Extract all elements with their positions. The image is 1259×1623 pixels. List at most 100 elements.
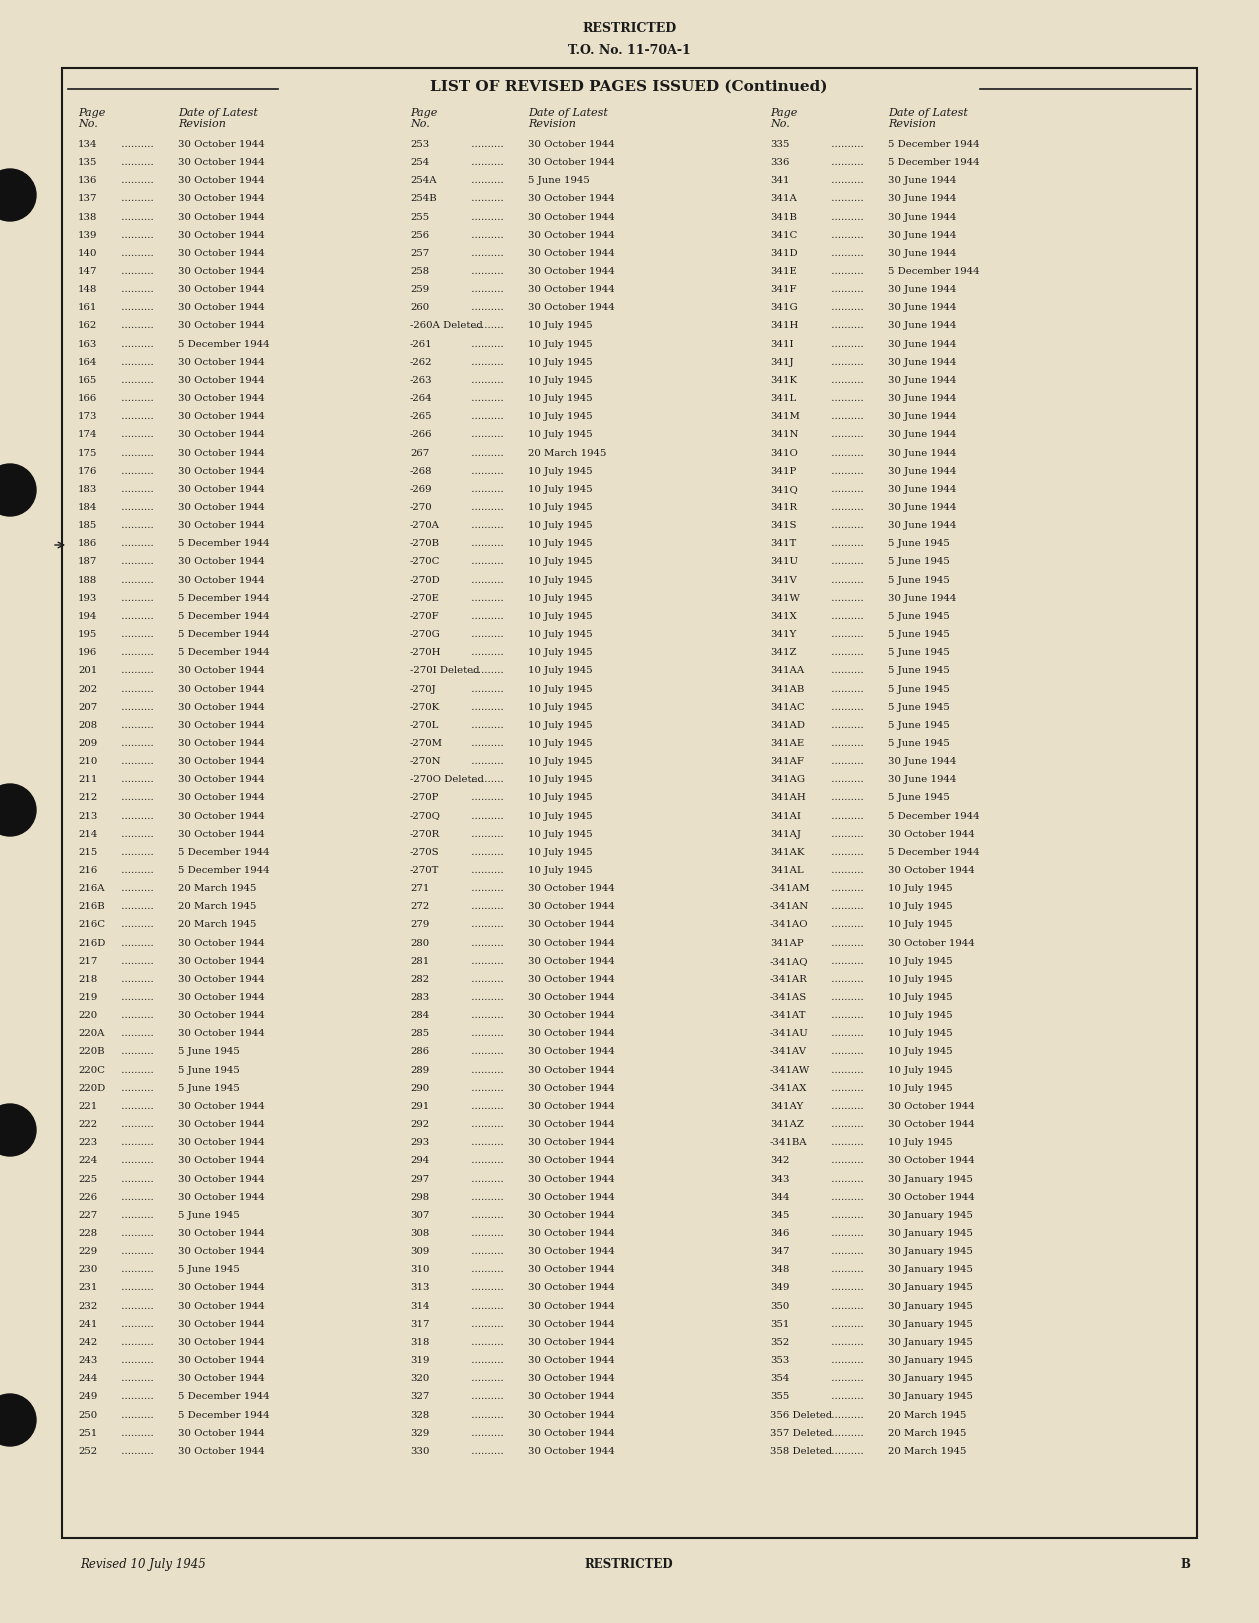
- Text: ..........: ..........: [468, 885, 504, 893]
- Text: -341AO: -341AO: [771, 920, 808, 930]
- Text: ..........: ..........: [828, 557, 864, 566]
- Text: 220: 220: [78, 1011, 97, 1021]
- Text: ..........: ..........: [468, 1337, 504, 1347]
- Text: 140: 140: [78, 248, 97, 258]
- Text: 176: 176: [78, 467, 97, 476]
- Text: -270A: -270A: [410, 521, 439, 531]
- Text: ..........: ..........: [468, 776, 504, 784]
- Text: ..........: ..........: [828, 503, 864, 511]
- Text: 10 July 1945: 10 July 1945: [528, 685, 593, 693]
- Text: 165: 165: [78, 377, 97, 385]
- Text: 30 October 1944: 30 October 1944: [528, 213, 614, 222]
- Text: 30 October 1944: 30 October 1944: [528, 1266, 614, 1274]
- Text: ..........: ..........: [828, 1337, 864, 1347]
- Text: 227: 227: [78, 1211, 97, 1220]
- Text: 30 October 1944: 30 October 1944: [528, 268, 614, 276]
- Text: ..........: ..........: [468, 448, 504, 458]
- Text: 254B: 254B: [410, 195, 437, 203]
- Text: -341AW: -341AW: [771, 1066, 811, 1074]
- Text: 207: 207: [78, 703, 97, 711]
- Text: Date of Latest: Date of Latest: [888, 109, 968, 118]
- Text: 5 June 1945: 5 June 1945: [178, 1266, 239, 1274]
- Text: -341AQ: -341AQ: [771, 956, 808, 966]
- Text: 257: 257: [410, 248, 429, 258]
- Text: 30 June 1944: 30 June 1944: [888, 503, 957, 511]
- Text: ..........: ..........: [828, 993, 864, 1001]
- Text: ..........: ..........: [468, 1084, 504, 1092]
- Text: 341I: 341I: [771, 339, 793, 349]
- Text: 30 October 1944: 30 October 1944: [178, 213, 264, 222]
- Text: ..........: ..........: [468, 1375, 504, 1383]
- Text: 230: 230: [78, 1266, 97, 1274]
- Text: 5 June 1945: 5 June 1945: [178, 1047, 239, 1057]
- Text: 253: 253: [410, 140, 429, 149]
- Text: -270E: -270E: [410, 594, 439, 602]
- Text: 10 July 1945: 10 July 1945: [528, 394, 593, 403]
- Text: 229: 229: [78, 1246, 97, 1256]
- Text: 30 October 1944: 30 October 1944: [888, 1157, 974, 1165]
- Text: ..........: ..........: [118, 648, 154, 657]
- Text: 349: 349: [771, 1284, 789, 1292]
- Text: 30 October 1944: 30 October 1944: [178, 794, 264, 802]
- Text: 10 July 1945: 10 July 1945: [528, 339, 593, 349]
- Text: ..........: ..........: [828, 357, 864, 367]
- Text: 10 July 1945: 10 July 1945: [528, 812, 593, 821]
- Text: ..........: ..........: [468, 1284, 504, 1292]
- Text: -270K: -270K: [410, 703, 441, 711]
- Text: 139: 139: [78, 230, 97, 240]
- Text: 318: 318: [410, 1337, 429, 1347]
- Text: ..........: ..........: [828, 794, 864, 802]
- Text: 163: 163: [78, 339, 97, 349]
- Text: ..........: ..........: [118, 1302, 154, 1311]
- Text: 30 October 1944: 30 October 1944: [528, 1102, 614, 1112]
- Text: 30 October 1944: 30 October 1944: [178, 1138, 264, 1147]
- Text: ..........: ..........: [828, 1157, 864, 1165]
- Text: 341T: 341T: [771, 539, 796, 549]
- Text: ..........: ..........: [118, 1319, 154, 1329]
- Text: 252: 252: [78, 1446, 97, 1456]
- Text: 30 October 1944: 30 October 1944: [178, 467, 264, 476]
- Text: 175: 175: [78, 448, 97, 458]
- Text: ..........: ..........: [468, 794, 504, 802]
- Text: 5 December 1944: 5 December 1944: [888, 847, 980, 857]
- Text: ..........: ..........: [118, 248, 154, 258]
- Text: 30 October 1944: 30 October 1944: [178, 195, 264, 203]
- Text: 187: 187: [78, 557, 97, 566]
- Text: ..........: ..........: [118, 1246, 154, 1256]
- Text: -341AM: -341AM: [771, 885, 811, 893]
- Text: ..........: ..........: [828, 920, 864, 930]
- Text: 195: 195: [78, 630, 97, 639]
- Text: ..........: ..........: [118, 268, 154, 276]
- Text: No.: No.: [78, 118, 98, 128]
- Text: 30 June 1944: 30 June 1944: [888, 248, 957, 258]
- Text: 20 March 1945: 20 March 1945: [528, 448, 607, 458]
- Text: ..........: ..........: [118, 339, 154, 349]
- Text: 10 July 1945: 10 July 1945: [528, 377, 593, 385]
- Text: Page: Page: [410, 109, 437, 118]
- Text: 5 June 1945: 5 June 1945: [888, 685, 949, 693]
- Text: ..........: ..........: [468, 920, 504, 930]
- Text: 289: 289: [410, 1066, 429, 1074]
- Text: 284: 284: [410, 1011, 429, 1021]
- Text: 249: 249: [78, 1393, 97, 1401]
- Text: 267: 267: [410, 448, 429, 458]
- Text: 341O: 341O: [771, 448, 798, 458]
- Text: 30 October 1944: 30 October 1944: [528, 1193, 614, 1201]
- Text: 290: 290: [410, 1084, 429, 1092]
- Text: ..........: ..........: [828, 1175, 864, 1183]
- Text: ..........: ..........: [468, 1229, 504, 1238]
- Text: 30 October 1944: 30 October 1944: [528, 230, 614, 240]
- Text: 345: 345: [771, 1211, 789, 1220]
- Text: 327: 327: [410, 1393, 429, 1401]
- Text: 30 October 1944: 30 October 1944: [178, 557, 264, 566]
- Text: 30 October 1944: 30 October 1944: [178, 1375, 264, 1383]
- Text: B: B: [1180, 1558, 1190, 1571]
- Text: ..........: ..........: [468, 1120, 504, 1130]
- Text: -270G: -270G: [410, 630, 441, 639]
- Text: ..........: ..........: [468, 1138, 504, 1147]
- Text: 307: 307: [410, 1211, 429, 1220]
- Text: 30 October 1944: 30 October 1944: [888, 1193, 974, 1201]
- Text: Date of Latest: Date of Latest: [178, 109, 258, 118]
- Text: 30 January 1945: 30 January 1945: [888, 1284, 973, 1292]
- Text: 30 October 1944: 30 October 1944: [178, 812, 264, 821]
